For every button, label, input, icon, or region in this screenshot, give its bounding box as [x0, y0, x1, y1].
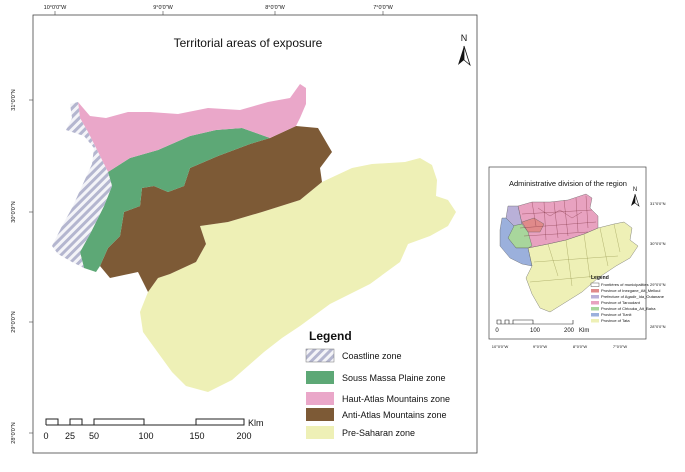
- main-lon-tick-4: 7°0'0"W: [373, 5, 393, 11]
- inset-north-arrow: N: [631, 187, 640, 207]
- legend-swatch-anti-atlas: [306, 408, 334, 421]
- main-lon-tick-1: 10°0'0"W: [44, 5, 67, 11]
- svg-text:10°0'0"W: 10°0'0"W: [492, 344, 509, 349]
- inset-scale-bar: 0 100 200 Klm: [495, 319, 589, 334]
- svg-text:31°0'0"N: 31°0'0"N: [650, 201, 666, 206]
- main-map-title: Territorial areas of exposure: [174, 36, 323, 50]
- inset-legend: Legend Frontières of municipalities Prov…: [590, 275, 665, 323]
- svg-text:N: N: [461, 33, 468, 43]
- scale-label-100: 100: [138, 431, 153, 441]
- province-tiznit-area: [499, 217, 533, 267]
- inset-legend-label-5: Province of Chtouka_Ait_Baha: [601, 306, 656, 311]
- inset-legend-label-2: Province of Inezgane_Ait_Melloul: [601, 288, 660, 293]
- inset-legend-label-4: Province of Taroudant: [601, 300, 641, 305]
- main-lat-tick-3: 29°0'0"N: [11, 311, 17, 332]
- inset-map: Administrative division of the region N …: [488, 166, 666, 349]
- pre-saharan-zone-area: [140, 158, 456, 392]
- main-legend-title: Legend: [309, 329, 352, 343]
- svg-text:8°0'0"W: 8°0'0"W: [573, 344, 587, 349]
- legend-swatch-pre-saharan: [306, 426, 334, 439]
- inset-provinces: [499, 193, 639, 313]
- svg-text:30°0'0"N: 30°0'0"N: [650, 241, 666, 246]
- main-lon-tick-2: 9°0'0"W: [153, 5, 173, 11]
- inset-lat-ticks: 31°0'0"N 30°0'0"N 29°0'0"N 28°0'0"N: [650, 201, 666, 329]
- province-inezgane-area: [521, 217, 545, 233]
- legend-swatch-coastline: [305, 348, 335, 363]
- main-legend: Legend Coastline zone Souss Massa Plaine…: [305, 329, 450, 439]
- legend-label-anti-atlas: Anti-Atlas Mountains zone: [342, 410, 447, 420]
- inset-map-title: Administrative division of the region: [509, 179, 627, 188]
- scale-label-200: 200: [236, 431, 251, 441]
- legend-swatch-souss-massa: [306, 371, 334, 384]
- svg-text:28°0'0"N: 28°0'0"N: [650, 324, 666, 329]
- main-scale-bar: Klm 0 25 50 100 150 200: [43, 418, 263, 441]
- inset-legend-title: Legend: [591, 275, 609, 281]
- souss-massa-zone-area: [80, 128, 270, 272]
- svg-text:200: 200: [564, 328, 575, 334]
- svg-text:9°0'0"W: 9°0'0"W: [533, 344, 547, 349]
- scale-unit: Klm: [248, 418, 264, 428]
- main-lat-tick-4: 28°0'0"N: [11, 422, 17, 443]
- legend-label-souss-massa: Souss Massa Plaine zone: [342, 373, 446, 383]
- scale-label-25: 25: [65, 431, 75, 441]
- scale-label-50: 50: [89, 431, 99, 441]
- main-lon-tick-3: 8°0'0"W: [265, 5, 285, 11]
- legend-label-pre-saharan: Pre-Saharan zone: [342, 428, 415, 438]
- coastline-zone-area: [52, 102, 112, 268]
- legend-label-haut-atlas: Haut-Atlas Mountains zone: [342, 394, 450, 404]
- main-lat-tick-1: 31°0'0"N: [11, 89, 17, 110]
- svg-text:0: 0: [495, 328, 499, 334]
- main-lat-tick-2: 30°0'0"N: [11, 201, 17, 222]
- haut-atlas-zone-area: [78, 84, 306, 172]
- legend-label-coastline: Coastline zone: [342, 351, 402, 361]
- scale-label-0: 0: [43, 431, 48, 441]
- svg-text:29°0'0"N: 29°0'0"N: [650, 282, 666, 287]
- main-tick-marks: [29, 11, 384, 434]
- legend-swatch-haut-atlas: [306, 392, 334, 405]
- svg-text:Klm: Klm: [579, 328, 589, 334]
- inset-legend-label-1: Frontières of municipalities: [601, 282, 649, 287]
- svg-text:100: 100: [530, 328, 541, 334]
- zone-map: [52, 84, 456, 392]
- main-map: 10°0'0"W 9°0'0"W 8°0'0"W 7°0'0"W 31°0'0"…: [11, 5, 478, 454]
- inset-legend-label-6: Province of Tiznit: [601, 312, 632, 317]
- svg-text:7°0'0"W: 7°0'0"W: [613, 344, 627, 349]
- inset-legend-label-3: Prefecture of Agadir_Ida_Outanane: [601, 294, 665, 299]
- inset-legend-label-7: Province of Tata: [601, 318, 630, 323]
- main-north-arrow: N: [458, 33, 471, 67]
- inset-lon-ticks: 10°0'0"W 9°0'0"W 8°0'0"W 7°0'0"W: [492, 344, 628, 349]
- svg-text:N: N: [633, 187, 637, 193]
- scale-label-150: 150: [189, 431, 204, 441]
- anti-atlas-zone-area: [100, 126, 332, 292]
